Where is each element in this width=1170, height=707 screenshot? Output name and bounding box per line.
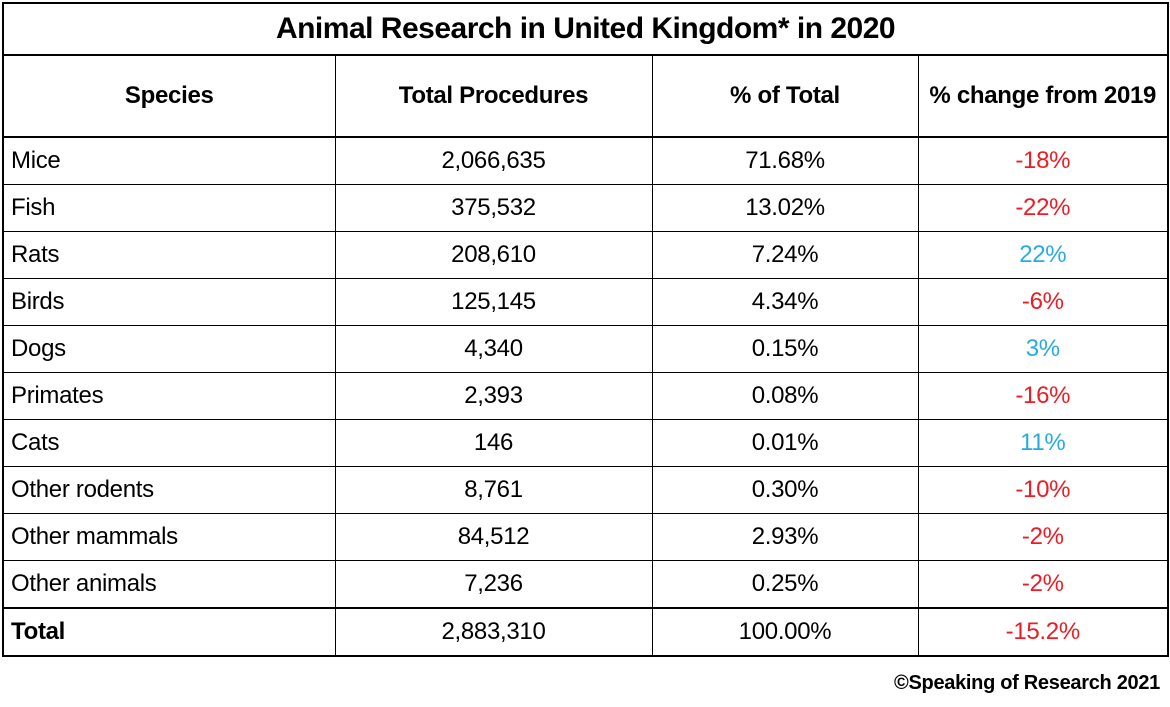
- change-cell: -6%: [917, 278, 1169, 326]
- table-body: Mice 2,066,635 71.68% -18% Fish 375,532 13.02%…: [2, 136, 1169, 657]
- table-row: Birds 125,145 4.34% -6%: [2, 278, 1169, 326]
- table-row: Fish 375,532 13.02% -22%: [2, 184, 1169, 232]
- animal-research-table: Animal Research in United Kingdom* in 20…: [2, 2, 1170, 657]
- header-row: Species Total Procedures % of Total % ch…: [2, 54, 1169, 138]
- column-header-total-procedures: Total Procedures: [334, 54, 653, 138]
- pct-total-cell: 0.25%: [651, 560, 919, 609]
- pct-total-cell: 0.15%: [651, 325, 919, 373]
- column-header-species: Species: [2, 54, 336, 138]
- table-row: Cats 146 0.01% 11%: [2, 419, 1169, 467]
- column-header-pct-of-total: % of Total: [651, 54, 919, 138]
- species-cell: Mice: [2, 136, 336, 185]
- procedures-cell: 8,761: [334, 466, 653, 514]
- pct-total-cell: 71.68%: [651, 136, 919, 185]
- procedures-cell: 208,610: [334, 231, 653, 279]
- species-cell: Dogs: [2, 325, 336, 373]
- table-row: Rats 208,610 7.24% 22%: [2, 231, 1169, 279]
- procedures-cell: 2,883,310: [334, 607, 653, 657]
- change-cell: -18%: [917, 136, 1169, 185]
- procedures-cell: 4,340: [334, 325, 653, 373]
- pct-total-cell: 0.08%: [651, 372, 919, 420]
- procedures-cell: 375,532: [334, 184, 653, 232]
- pct-total-cell: 100.00%: [651, 607, 919, 657]
- total-row: Total 2,883,310 100.00% -15.2%: [2, 607, 1169, 657]
- change-cell: -10%: [917, 466, 1169, 514]
- table-row: Other rodents 8,761 0.30% -10%: [2, 466, 1169, 514]
- procedures-cell: 146: [334, 419, 653, 467]
- pct-total-cell: 7.24%: [651, 231, 919, 279]
- pct-total-cell: 0.30%: [651, 466, 919, 514]
- table-title: Animal Research in United Kingdom* in 20…: [2, 2, 1169, 56]
- copyright-credit: ©Speaking of Research 2021: [894, 672, 1160, 694]
- procedures-cell: 2,393: [334, 372, 653, 420]
- pct-total-cell: 2.93%: [651, 513, 919, 561]
- column-header-pct-change: % change from 2019: [917, 54, 1169, 138]
- change-cell: 3%: [917, 325, 1169, 373]
- change-cell: 11%: [917, 419, 1169, 467]
- pct-total-cell: 4.34%: [651, 278, 919, 326]
- title-row: Animal Research in United Kingdom* in 20…: [2, 2, 1169, 56]
- procedures-cell: 7,236: [334, 560, 653, 609]
- species-cell: Total: [2, 607, 336, 657]
- change-cell: -2%: [917, 560, 1169, 609]
- table-row: Primates 2,393 0.08% -16%: [2, 372, 1169, 420]
- change-cell: 22%: [917, 231, 1169, 279]
- species-cell: Primates: [2, 372, 336, 420]
- change-cell: -15.2%: [917, 607, 1169, 657]
- table-row: Other animals 7,236 0.25% -2%: [2, 560, 1169, 609]
- species-cell: Fish: [2, 184, 336, 232]
- species-cell: Cats: [2, 419, 336, 467]
- pct-total-cell: 13.02%: [651, 184, 919, 232]
- table-row: Other mammals 84,512 2.93% -2%: [2, 513, 1169, 561]
- table-row: Dogs 4,340 0.15% 3%: [2, 325, 1169, 373]
- species-cell: Other rodents: [2, 466, 336, 514]
- species-cell: Other mammals: [2, 513, 336, 561]
- procedures-cell: 125,145: [334, 278, 653, 326]
- procedures-cell: 2,066,635: [334, 136, 653, 185]
- change-cell: -2%: [917, 513, 1169, 561]
- species-cell: Other animals: [2, 560, 336, 609]
- change-cell: -22%: [917, 184, 1169, 232]
- change-cell: -16%: [917, 372, 1169, 420]
- species-cell: Rats: [2, 231, 336, 279]
- species-cell: Birds: [2, 278, 336, 326]
- table-row: Mice 2,066,635 71.68% -18%: [2, 136, 1169, 185]
- procedures-cell: 84,512: [334, 513, 653, 561]
- pct-total-cell: 0.01%: [651, 419, 919, 467]
